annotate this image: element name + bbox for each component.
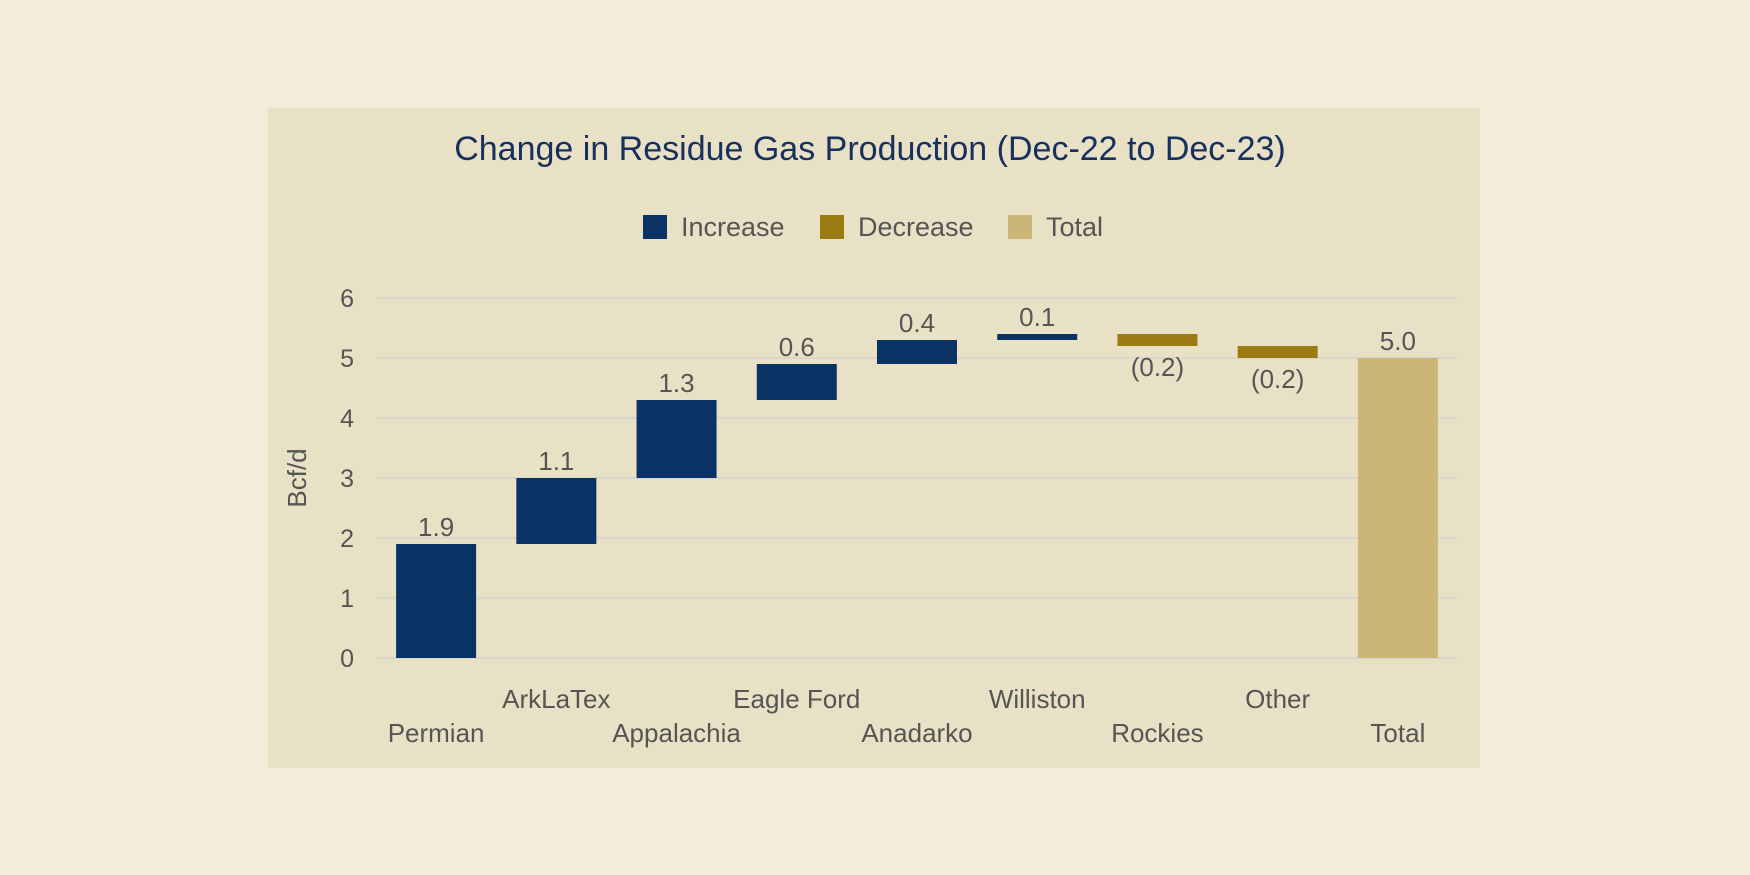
y-tick-label: 0 (340, 645, 354, 673)
legend-label-total: Total (1046, 212, 1103, 242)
y-tick-label: 2 (340, 525, 354, 553)
x-label-williston: Williston (989, 684, 1086, 714)
x-label-anadarko: Anadarko (861, 718, 972, 748)
y-tick-label: 6 (340, 285, 354, 313)
bar-arklatex (516, 478, 597, 544)
value-label-eagle-ford: 0.6 (779, 332, 815, 362)
value-label-appalachia: 1.3 (658, 368, 694, 398)
x-label-total: Total (1370, 718, 1425, 748)
value-label-williston: 0.1 (1019, 302, 1055, 332)
y-tick-label: 4 (340, 405, 354, 433)
legend-label-increase: Increase (681, 212, 785, 242)
y-axis-ticks: 0 1 2 3 4 5 6 (340, 285, 354, 673)
y-tick-label: 5 (340, 345, 354, 373)
legend-swatch-decrease (820, 215, 844, 239)
x-label-eagle-ford: Eagle Ford (733, 684, 860, 714)
value-label-permian: 1.9 (418, 512, 454, 542)
value-label-rockies: (0.2) (1131, 352, 1184, 382)
x-label-rockies: Rockies (1111, 718, 1203, 748)
waterfall-chart: Change in Residue Gas Production (Dec-22… (282, 130, 1458, 748)
x-label-appalachia: Appalachia (612, 718, 741, 748)
value-label-arklatex: 1.1 (538, 446, 574, 476)
y-tick-label: 3 (340, 465, 354, 493)
legend-swatch-total (1008, 215, 1032, 239)
bar-rockies (1117, 334, 1198, 346)
value-labels: 1.9 1.1 1.3 0.6 0.4 0.1 (0.2) (0.2) 5.0 (418, 302, 1416, 542)
value-label-anadarko: 0.4 (899, 308, 935, 338)
y-tick-label: 1 (340, 585, 354, 613)
chart-title: Change in Residue Gas Production (Dec-22… (454, 130, 1286, 168)
bar-eagle-ford (756, 364, 837, 400)
x-label-permian: Permian (388, 718, 485, 748)
bar-permian (396, 544, 477, 658)
bar-appalachia (636, 400, 717, 478)
x-label-arklatex: ArkLaTex (502, 684, 610, 714)
legend-label-decrease: Decrease (858, 212, 974, 242)
legend: Increase Decrease Total (643, 212, 1103, 242)
bar-total (1357, 358, 1438, 658)
bar-anadarko (877, 340, 957, 364)
value-label-total: 5.0 (1380, 326, 1416, 356)
x-label-other: Other (1245, 684, 1310, 714)
legend-swatch-increase (643, 215, 667, 239)
bar-other (1237, 346, 1318, 358)
y-axis-title: Bcf/d (282, 448, 312, 507)
bar-williston (997, 334, 1078, 340)
bars (396, 334, 1438, 658)
value-label-other: (0.2) (1251, 364, 1304, 394)
chart-panel: Change in Residue Gas Production (Dec-22… (268, 108, 1480, 768)
